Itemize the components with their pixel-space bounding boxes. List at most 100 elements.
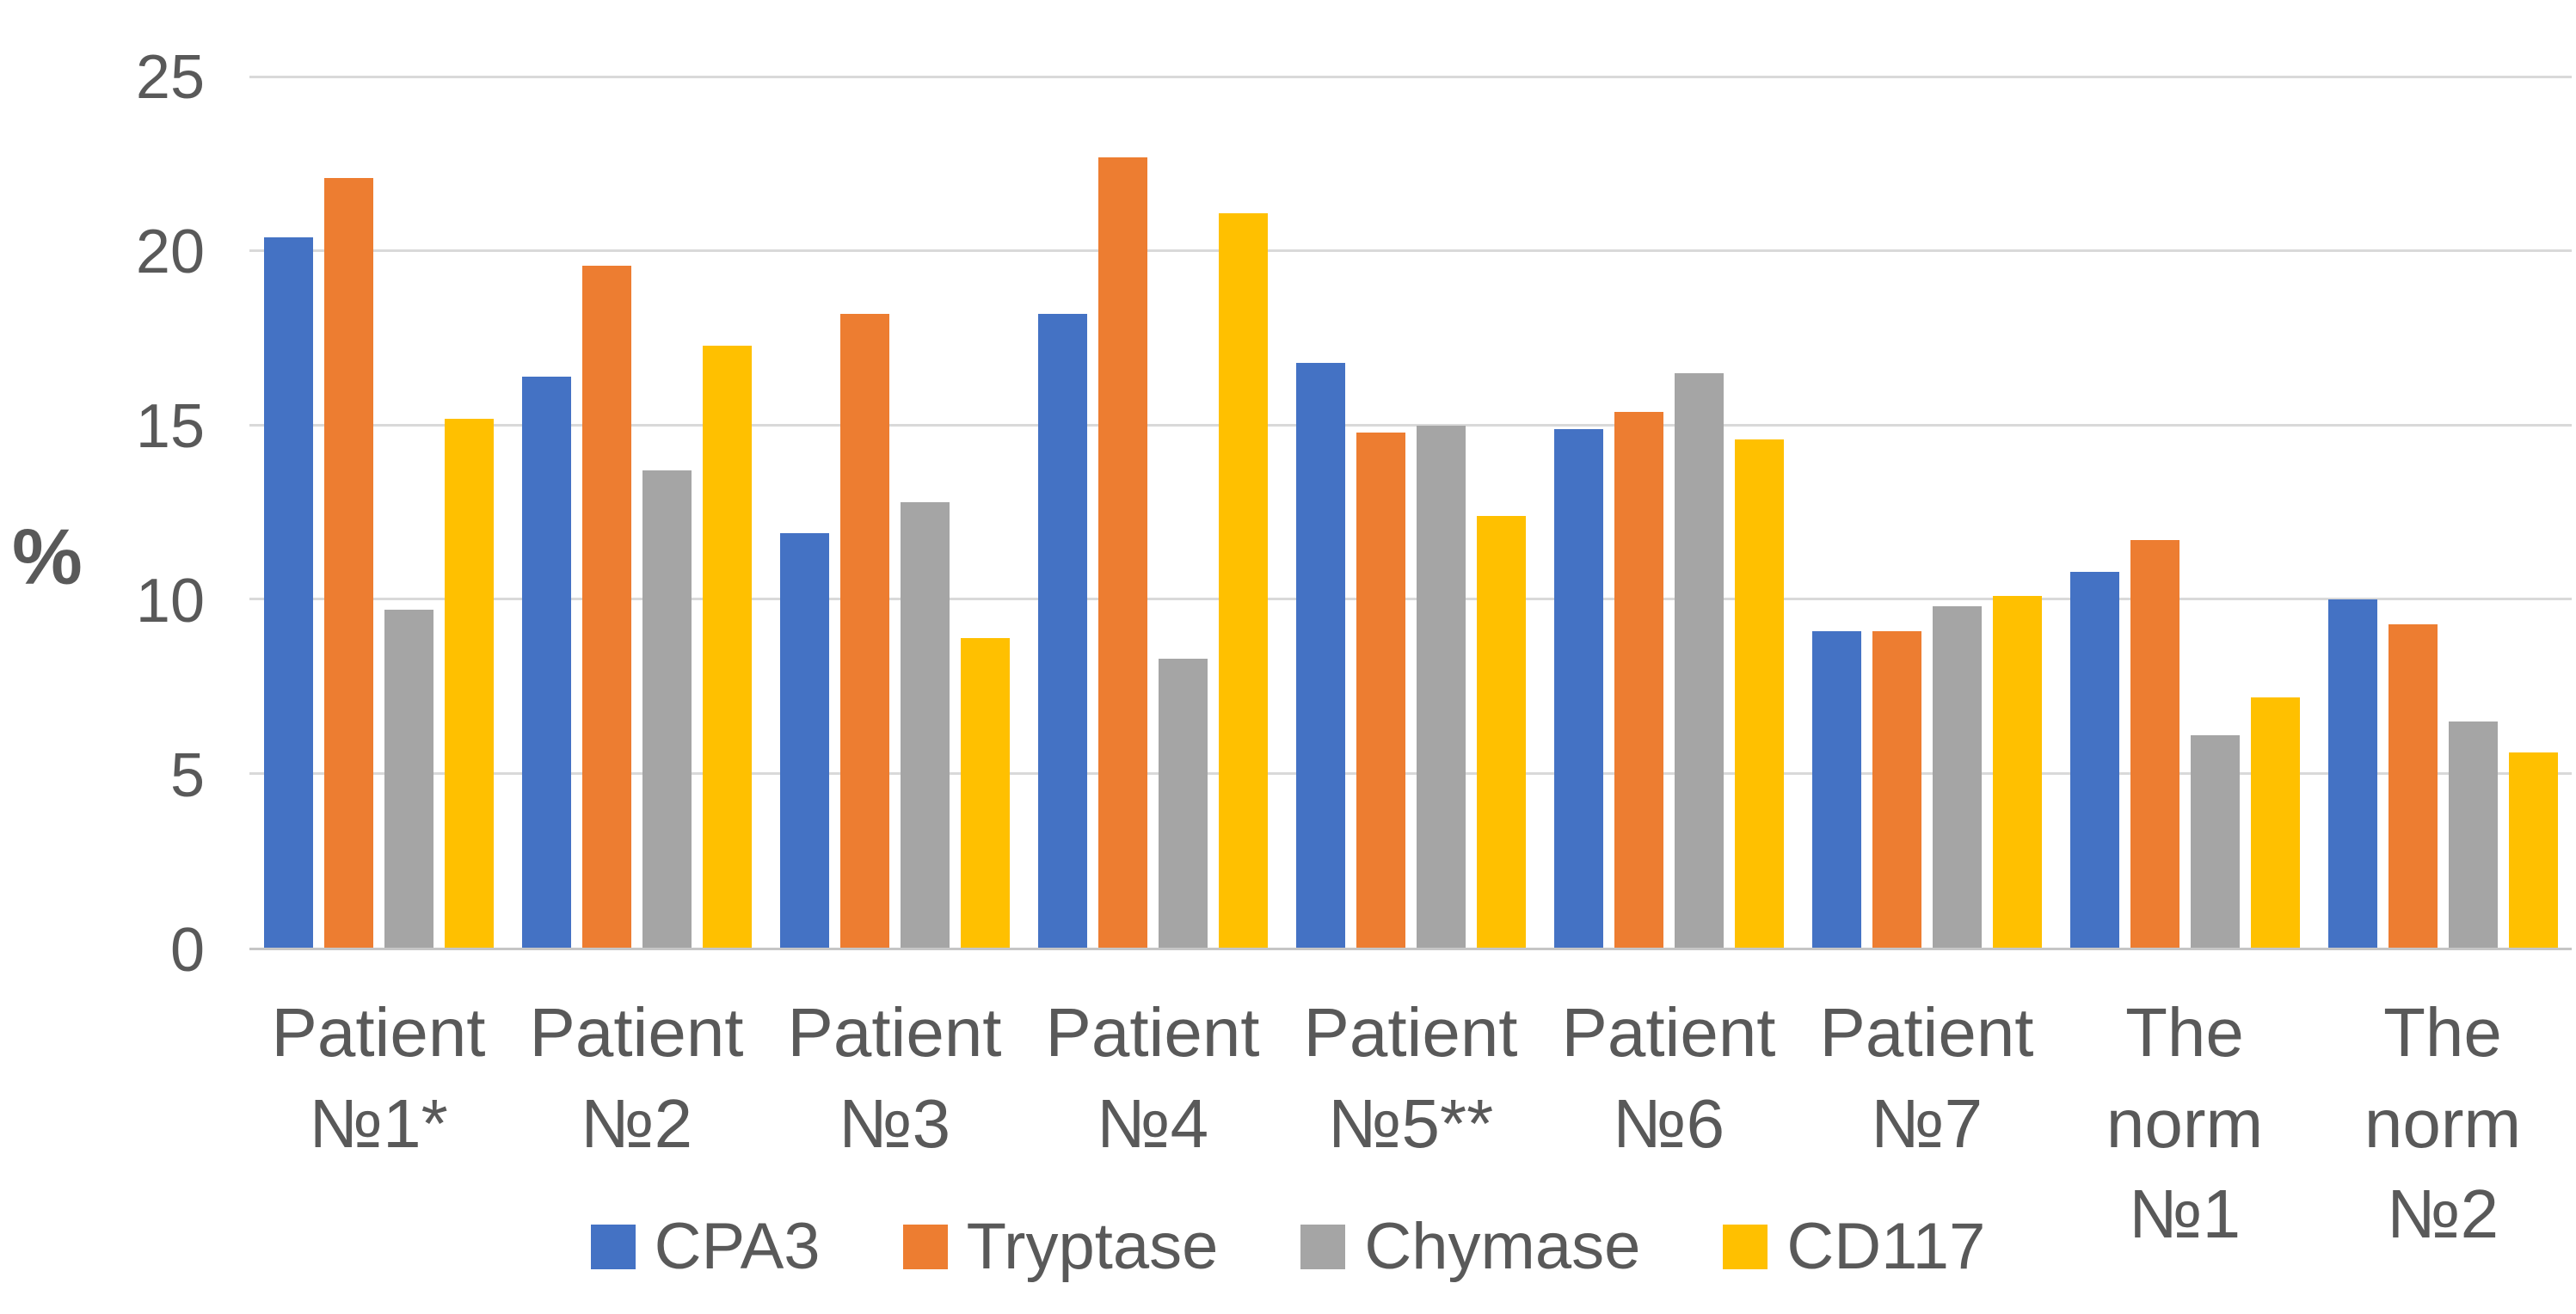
bar-cd117-8 — [2250, 697, 2300, 948]
y-tick-label-0: 0 — [169, 916, 205, 985]
x-axis-label-1: Patient №1* — [249, 987, 507, 1260]
x-axis-label-line: Patient — [1561, 994, 1776, 1071]
bar-cd117-5 — [1476, 516, 1526, 948]
x-axis-label-2: Patient №2 — [507, 987, 765, 1260]
y-tick-label-5: 5 — [169, 741, 205, 810]
bar-cpa3-9 — [2327, 599, 2377, 948]
x-axis-label-line: Patient — [271, 994, 486, 1071]
legend-label: Tryptase — [966, 1210, 1219, 1283]
legend-swatch-icon — [590, 1225, 636, 1269]
x-axis-label-line: №1* — [309, 1084, 448, 1162]
x-axis-label-line: №1 — [2128, 1176, 2241, 1253]
x-axis-label-line: №4 — [1096, 1084, 1209, 1162]
bar-chymase-8 — [2190, 735, 2240, 948]
y-tick-label-15: 15 — [135, 392, 205, 461]
gridline-10 — [249, 598, 2572, 601]
bar-chymase-1 — [384, 610, 433, 948]
x-axis-label-line: Patient — [787, 994, 1002, 1071]
bar-cpa3-6 — [1553, 428, 1603, 948]
bar-cpa3-2 — [521, 377, 571, 948]
bar-chymase-5 — [1416, 425, 1466, 948]
y-axis-title: % — [12, 513, 83, 601]
x-axis-label-8: The norm №1 — [2056, 987, 2314, 1260]
bar-chymase-2 — [642, 470, 692, 948]
bar-group-5 — [1282, 77, 1540, 948]
x-axis-label-line: №6 — [1612, 1084, 1725, 1162]
bar-cpa3-8 — [2069, 571, 2119, 948]
bar-group-7 — [1798, 77, 2056, 948]
x-axis-label-5: Patient №5** — [1282, 987, 1540, 1260]
bar-cd117-1 — [444, 418, 494, 948]
x-axis-label-line: Patient — [1819, 994, 2034, 1071]
x-axis-label-9: The norm №2 — [2314, 987, 2572, 1260]
bar-tryptase-1 — [323, 178, 373, 948]
bar-tryptase-5 — [1356, 432, 1405, 948]
x-axis-label-line: №2 — [2386, 1176, 2499, 1253]
x-axis-label-line: №7 — [1870, 1084, 1983, 1162]
bar-cd117-2 — [702, 345, 752, 948]
legend-swatch-icon — [1300, 1225, 1346, 1269]
x-axis-label-line: №5** — [1327, 1084, 1494, 1162]
y-tick-label-20: 20 — [135, 218, 205, 286]
bar-cd117-9 — [2508, 752, 2558, 948]
legend-item-cd117: CD117 — [1723, 1214, 1985, 1280]
x-axis-label-6: Patient №6 — [1540, 987, 1798, 1260]
x-axis-label-line: №2 — [580, 1084, 693, 1162]
bar-chymase-7 — [1932, 606, 1982, 948]
y-tick-label-10: 10 — [135, 567, 205, 636]
x-axis-label-line: Patient — [1303, 994, 1518, 1071]
bar-group-2 — [507, 77, 765, 948]
legend-label: CPA3 — [654, 1210, 821, 1283]
x-axis-label-7: Patient №7 — [1798, 987, 2056, 1260]
bar-cpa3-5 — [1295, 362, 1345, 948]
bar-cd117-7 — [1992, 596, 2042, 948]
bar-chymase-9 — [2448, 721, 2498, 948]
bar-cpa3-4 — [1037, 314, 1087, 948]
gridline-15 — [249, 423, 2572, 427]
bar-tryptase-6 — [1614, 411, 1663, 948]
legend-swatch-icon — [902, 1225, 948, 1269]
bar-tryptase-2 — [581, 265, 631, 948]
y-axis-ticks: 0 5 10 15 20 25 — [0, 46, 205, 981]
bar-group-8 — [2056, 77, 2314, 948]
x-axis-label-line: Patient — [1045, 994, 1260, 1071]
x-axis-label-line: №3 — [838, 1084, 951, 1162]
legend-swatch-icon — [1723, 1225, 1768, 1269]
bar-chymase-3 — [900, 501, 950, 948]
legend-label: CD117 — [1786, 1210, 1986, 1283]
legend-item-cpa3: CPA3 — [590, 1210, 821, 1283]
bar-group-9 — [2314, 77, 2572, 948]
bar-group-4 — [1024, 77, 1282, 948]
bar-cd117-6 — [1734, 439, 1784, 948]
legend-item-chymase: Chymase — [1300, 1214, 1640, 1280]
bar-tryptase-4 — [1097, 157, 1147, 948]
x-axis-label-line: Patient — [529, 994, 744, 1071]
gridline-20 — [249, 249, 2572, 253]
legend-label: Chymase — [1364, 1210, 1641, 1283]
x-axis-label-3: Patient №3 — [765, 987, 1024, 1260]
legend-item-tryptase: Tryptase — [902, 1210, 1219, 1283]
bar-cpa3-1 — [263, 237, 313, 948]
bar-group-6 — [1540, 77, 1798, 948]
plot-area — [249, 76, 2572, 950]
bar-tryptase-8 — [2130, 540, 2179, 948]
y-tick-label-25: 25 — [135, 43, 205, 112]
bar-chymase-6 — [1674, 373, 1724, 948]
bar-cpa3-3 — [779, 533, 829, 948]
bar-tryptase-9 — [2388, 623, 2438, 948]
x-axis-label-4: Patient №4 — [1024, 987, 1282, 1260]
bar-tryptase-3 — [839, 314, 889, 948]
bar-group-3 — [765, 77, 1024, 948]
bar-cd117-4 — [1218, 212, 1268, 948]
x-axis-label-line: The norm — [2364, 994, 2522, 1162]
bar-group-1 — [249, 77, 507, 948]
bar-chymase-4 — [1158, 659, 1208, 948]
bar-cpa3-7 — [1811, 630, 1861, 948]
x-axis-labels: Patient №1* Patient №2 Patient №3 Patient №4 Pat… — [249, 987, 2572, 1260]
gridline-25 — [249, 76, 2572, 78]
bar-cd117-3 — [960, 637, 1010, 948]
legend: CPA3 Tryptase Chymase CD117 — [0, 1214, 2576, 1280]
bar-tryptase-7 — [1872, 630, 1921, 948]
gridline-5 — [249, 771, 2572, 775]
